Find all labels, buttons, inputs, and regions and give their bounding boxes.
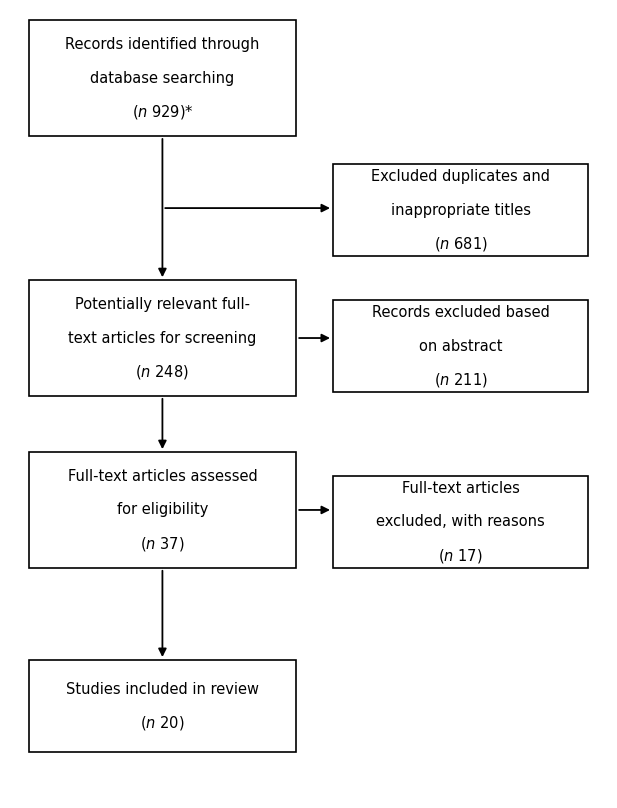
Text: on abstract: on abstract xyxy=(419,339,502,354)
Text: Full-text articles assessed: Full-text articles assessed xyxy=(67,469,257,484)
FancyBboxPatch shape xyxy=(28,452,296,568)
Text: ($\it{n}$ 20): ($\it{n}$ 20) xyxy=(140,713,184,732)
FancyBboxPatch shape xyxy=(28,280,296,396)
Text: Excluded duplicates and: Excluded duplicates and xyxy=(371,169,550,184)
Text: Records excluded based: Records excluded based xyxy=(371,305,550,320)
Text: Potentially relevant full-: Potentially relevant full- xyxy=(75,297,250,312)
Text: Records identified through: Records identified through xyxy=(65,37,260,52)
Text: ($\it{n}$ 681): ($\it{n}$ 681) xyxy=(434,234,487,253)
Text: excluded, with reasons: excluded, with reasons xyxy=(376,515,545,529)
Text: database searching: database searching xyxy=(90,70,234,86)
Text: inappropriate titles: inappropriate titles xyxy=(391,203,531,217)
Text: ($\it{n}$ 211): ($\it{n}$ 211) xyxy=(434,371,487,389)
FancyBboxPatch shape xyxy=(333,164,589,256)
Text: ($\it{n}$ 37): ($\it{n}$ 37) xyxy=(140,535,184,553)
Text: ($\it{n}$ 248): ($\it{n}$ 248) xyxy=(136,363,189,381)
FancyBboxPatch shape xyxy=(333,476,589,568)
Text: ($\it{n}$ 929)*: ($\it{n}$ 929)* xyxy=(131,103,193,120)
FancyBboxPatch shape xyxy=(28,660,296,752)
Text: Studies included in review: Studies included in review xyxy=(66,682,259,696)
FancyBboxPatch shape xyxy=(333,300,589,392)
Text: ($\it{n}$ 17): ($\it{n}$ 17) xyxy=(438,546,483,565)
Text: for eligibility: for eligibility xyxy=(117,503,208,517)
Text: text articles for screening: text articles for screening xyxy=(68,330,257,346)
Text: Full-text articles: Full-text articles xyxy=(402,481,520,496)
FancyBboxPatch shape xyxy=(28,20,296,136)
